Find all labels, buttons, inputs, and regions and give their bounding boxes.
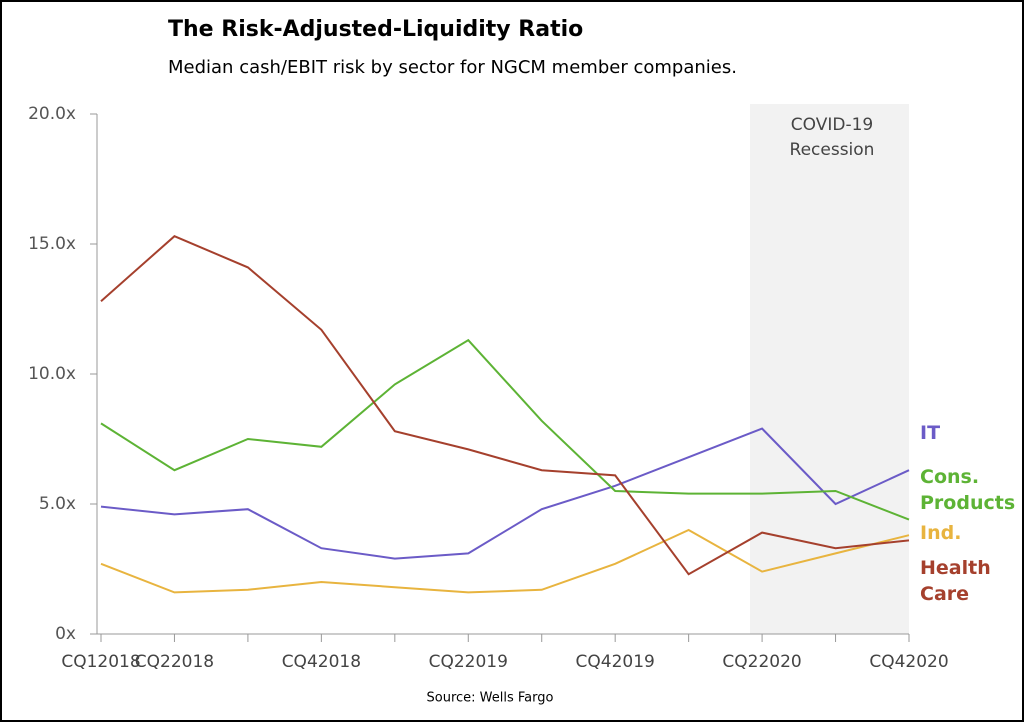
legend-label: Ind. <box>920 522 962 544</box>
chart-title: The Risk-Adjusted-Liquidity Ratio <box>168 17 583 42</box>
y-tick-label: 20.0x <box>28 104 76 124</box>
x-tick-label: CQ22018 <box>135 652 214 672</box>
annotation: Recession <box>790 140 875 160</box>
x-tick-label: CQ12018 <box>61 652 140 672</box>
series-line <box>100 338 910 521</box>
legend-label: Cons. Products <box>920 466 1016 514</box>
y-tick-label: 15.0x <box>28 234 76 254</box>
recession-shade <box>750 104 909 634</box>
series-line <box>100 427 910 560</box>
chart-subtitle: Median cash/EBIT risk by sector for NGCM… <box>168 57 737 78</box>
y-tick-label: 5.0x <box>39 494 76 514</box>
series-line <box>100 235 910 576</box>
x-tick-label: CQ42018 <box>282 652 361 672</box>
legend-label: IT <box>920 422 941 444</box>
x-tick-label: CQ42019 <box>576 652 655 672</box>
source: Source: Wells Fargo <box>427 691 554 706</box>
legend-label: Health Care <box>920 557 991 605</box>
y-tick-label: 10.0x <box>28 364 76 384</box>
y-tick-label: 0x <box>55 624 76 644</box>
series-line <box>100 528 910 594</box>
x-tick-label: CQ22019 <box>429 652 508 672</box>
annotation: COVID-19 <box>791 115 873 135</box>
x-tick-label: CQ42020 <box>869 652 948 672</box>
x-tick-label: CQ22020 <box>722 652 801 672</box>
